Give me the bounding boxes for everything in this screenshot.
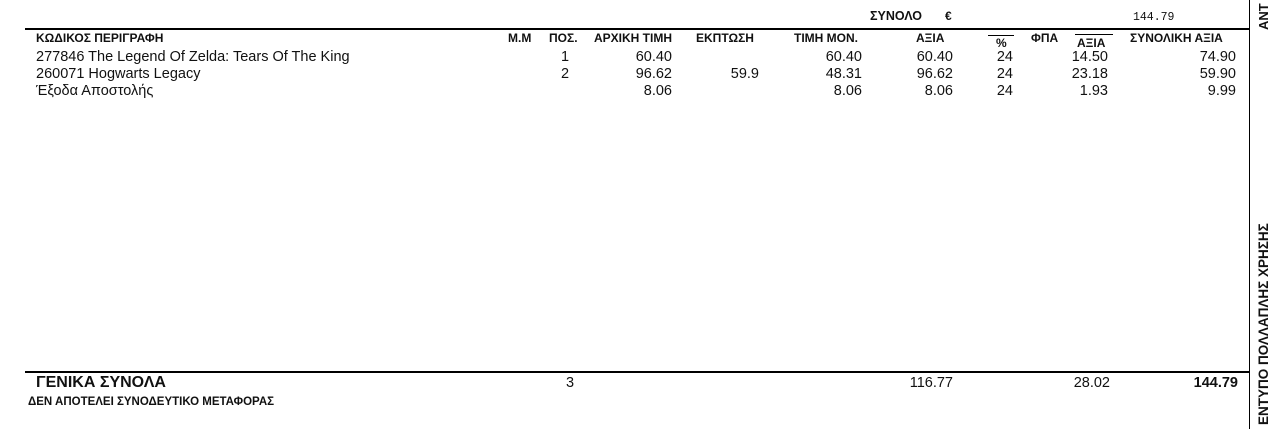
footer-note: ΔΕΝ ΑΠΟΤΕΛΕΙ ΣΥΝΟΔΕΥΤΙΚΟ ΜΕΤΑΦΟΡΑΣ — [28, 396, 275, 408]
number-cell: 48.31 — [825, 66, 862, 82]
top-total: 144.79 — [1133, 11, 1175, 24]
footer-qty: 3 — [565, 375, 575, 391]
side-form: ΕΝΤΥΠΟ ΠΟΛΛΑΠΛΗΣ ΧΡΗΣΗΣ — [1256, 223, 1271, 425]
column-header: ΚΩΔΙΚΟΣ ΠΕΡΙΓΡΑΦΗ — [36, 31, 164, 45]
top-rule — [25, 28, 1250, 30]
number-cell: 23.18 — [1071, 66, 1108, 82]
column-header: ΑΡΧΙΚΗ ΤΙΜΗ — [594, 31, 672, 45]
number-cell: 14.50 — [1071, 49, 1108, 65]
qty-cell: 1 — [560, 49, 570, 65]
column-header: ΤΙΜΗ ΜΟΝ. — [794, 31, 858, 45]
number-cell: 74.90 — [1199, 49, 1236, 65]
number-cell: 96.62 — [916, 66, 953, 82]
currency: € — [945, 9, 952, 23]
item-cell: Έξοδα Αποστολής — [36, 83, 154, 99]
number-cell: 24 — [996, 66, 1013, 82]
column-header: % — [996, 36, 1007, 50]
number-cell: 96.62 — [635, 66, 672, 82]
number-cell: 9.99 — [1207, 83, 1236, 99]
right-rule — [1249, 0, 1250, 429]
column-header: ΕΚΠΤΩΣΗ — [696, 31, 754, 45]
footer-vat: 28.02 — [1073, 375, 1110, 391]
number-cell: 8.06 — [833, 83, 862, 99]
number-cell: 59.9 — [730, 66, 759, 82]
column-header: Μ.Μ — [508, 31, 532, 45]
side-top: ΑΝΤ — [1256, 3, 1271, 30]
number-cell: 60.40 — [825, 49, 862, 65]
column-header: ΦΠΑ — [1031, 31, 1059, 45]
pct-overline — [988, 35, 1014, 36]
total-label: ΣΥΝΟΛΟ — [870, 9, 922, 23]
number-cell: 60.40 — [635, 49, 672, 65]
footer-total: 144.79 — [1193, 375, 1238, 391]
footer-value: 116.77 — [909, 375, 953, 391]
number-cell: 24 — [996, 49, 1013, 65]
column-header: ΠΟΣ. — [549, 31, 578, 45]
number-cell: 8.06 — [924, 83, 953, 99]
item-cell: 260071 Hogwarts Legacy — [36, 66, 201, 82]
footer-rule — [25, 371, 1250, 373]
number-cell: 8.06 — [643, 83, 672, 99]
column-header: ΑΞΙΑ — [916, 31, 945, 45]
number-cell: 1.93 — [1079, 83, 1108, 99]
number-cell: 60.40 — [916, 49, 953, 65]
number-cell: 24 — [996, 83, 1013, 99]
number-cell: 59.90 — [1199, 66, 1236, 82]
qty-cell: 2 — [560, 66, 570, 82]
vat-overline — [1075, 34, 1113, 35]
footer-label: ΓΕΝΙΚΑ ΣΥΝΟΛΑ — [36, 374, 166, 391]
column-header: ΑΞΙΑ — [1077, 36, 1106, 50]
item-cell: 277846 The Legend Of Zelda: Tears Of The… — [36, 49, 350, 65]
column-header: ΣΥΝΟΛΙΚΗ ΑΞΙΑ — [1130, 31, 1223, 45]
